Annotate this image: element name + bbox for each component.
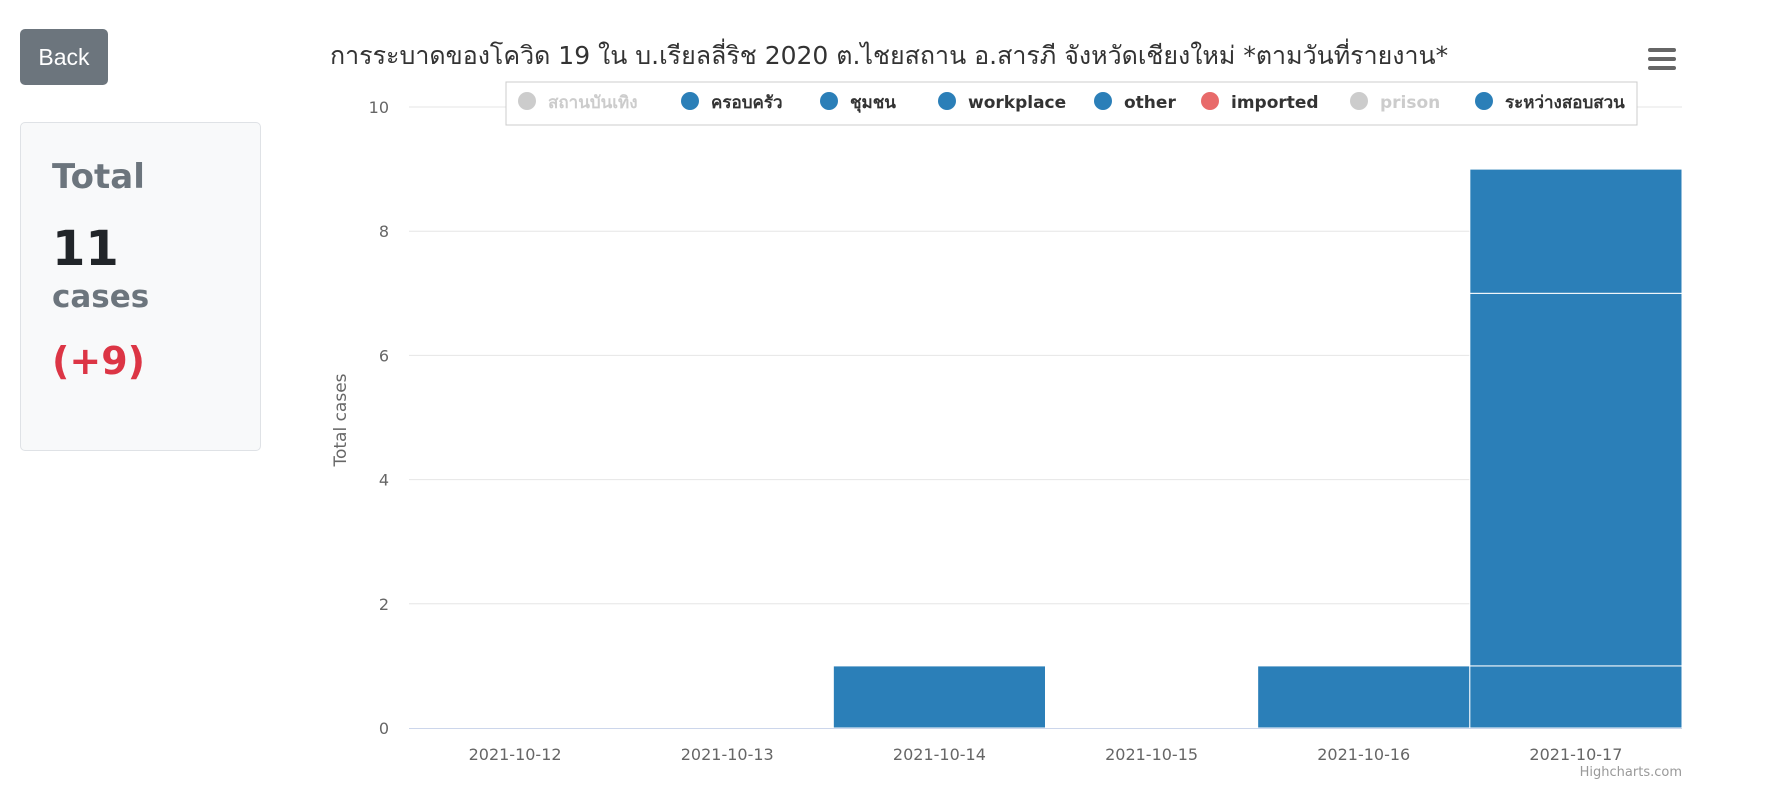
total-cases-card: Total 11 cases (+9) bbox=[20, 122, 261, 451]
legend-box bbox=[505, 81, 1638, 126]
legend-label: other bbox=[1124, 93, 1176, 113]
legend-marker bbox=[820, 92, 838, 110]
y-tick-label: 10 bbox=[369, 98, 389, 117]
bar-segment[interactable] bbox=[1257, 665, 1471, 729]
legend-marker bbox=[1475, 92, 1493, 110]
legend-item[interactable]: prison bbox=[1350, 92, 1440, 113]
x-tick-label: 2021-10-17 bbox=[1529, 745, 1622, 764]
legend-label: สถานบันเทิง bbox=[548, 93, 638, 113]
y-tick-label: 0 bbox=[379, 719, 389, 738]
highcharts-credits[interactable]: Highcharts.com bbox=[1580, 765, 1682, 780]
x-tick-label: 2021-10-13 bbox=[681, 745, 774, 764]
y-tick-label: 4 bbox=[379, 471, 389, 490]
bar-segment[interactable] bbox=[832, 665, 1046, 729]
legend-label: ชุมชน bbox=[850, 93, 896, 113]
x-tick-label: 2021-10-15 bbox=[1105, 745, 1198, 764]
legend-marker bbox=[681, 92, 699, 110]
legend-item[interactable]: ครอบครัว bbox=[681, 92, 783, 113]
x-tick-label: 2021-10-16 bbox=[1317, 745, 1410, 764]
legend-label: workplace bbox=[968, 93, 1066, 113]
total-delta: (+9) bbox=[52, 339, 146, 383]
bar-segment[interactable] bbox=[1469, 292, 1683, 667]
legend-label: prison bbox=[1380, 93, 1440, 113]
hamburger-menu-icon[interactable] bbox=[1648, 48, 1676, 72]
y-tick-label: 6 bbox=[379, 346, 389, 365]
legend-marker bbox=[1094, 92, 1112, 110]
legend-label: ครอบครัว bbox=[711, 93, 783, 113]
chart-title: การระบาดของโควิด 19 ใน บ.เรียลลี่ริช 202… bbox=[330, 41, 1449, 70]
y-tick-label: 8 bbox=[379, 222, 389, 241]
y-axis-title: Total cases bbox=[331, 373, 351, 467]
legend-item[interactable]: other bbox=[1094, 92, 1176, 113]
total-number: 11 bbox=[52, 221, 119, 277]
legend-item[interactable]: ชุมชน bbox=[820, 92, 896, 113]
legend-marker bbox=[1350, 92, 1368, 110]
legend-label: ระหว่างสอบสวน bbox=[1505, 93, 1625, 113]
bar-segment[interactable] bbox=[1469, 665, 1683, 729]
legend-marker bbox=[518, 92, 536, 110]
x-tick-label: 2021-10-12 bbox=[469, 745, 562, 764]
legend-marker bbox=[1201, 92, 1219, 110]
y-tick-label: 2 bbox=[379, 595, 389, 614]
legend-item[interactable]: imported bbox=[1201, 92, 1319, 113]
back-button[interactable]: Back bbox=[20, 29, 108, 85]
legend-item[interactable]: workplace bbox=[938, 92, 1066, 113]
x-tick-label: 2021-10-14 bbox=[893, 745, 986, 764]
bar-segment[interactable] bbox=[1469, 168, 1683, 294]
total-title: Total bbox=[52, 157, 145, 197]
total-unit: cases bbox=[52, 279, 150, 315]
legend-item[interactable]: ระหว่างสอบสวน bbox=[1475, 92, 1625, 113]
legend-label: imported bbox=[1231, 93, 1319, 113]
legend-item[interactable]: สถานบันเทิง bbox=[518, 92, 638, 113]
legend-marker bbox=[938, 92, 956, 110]
